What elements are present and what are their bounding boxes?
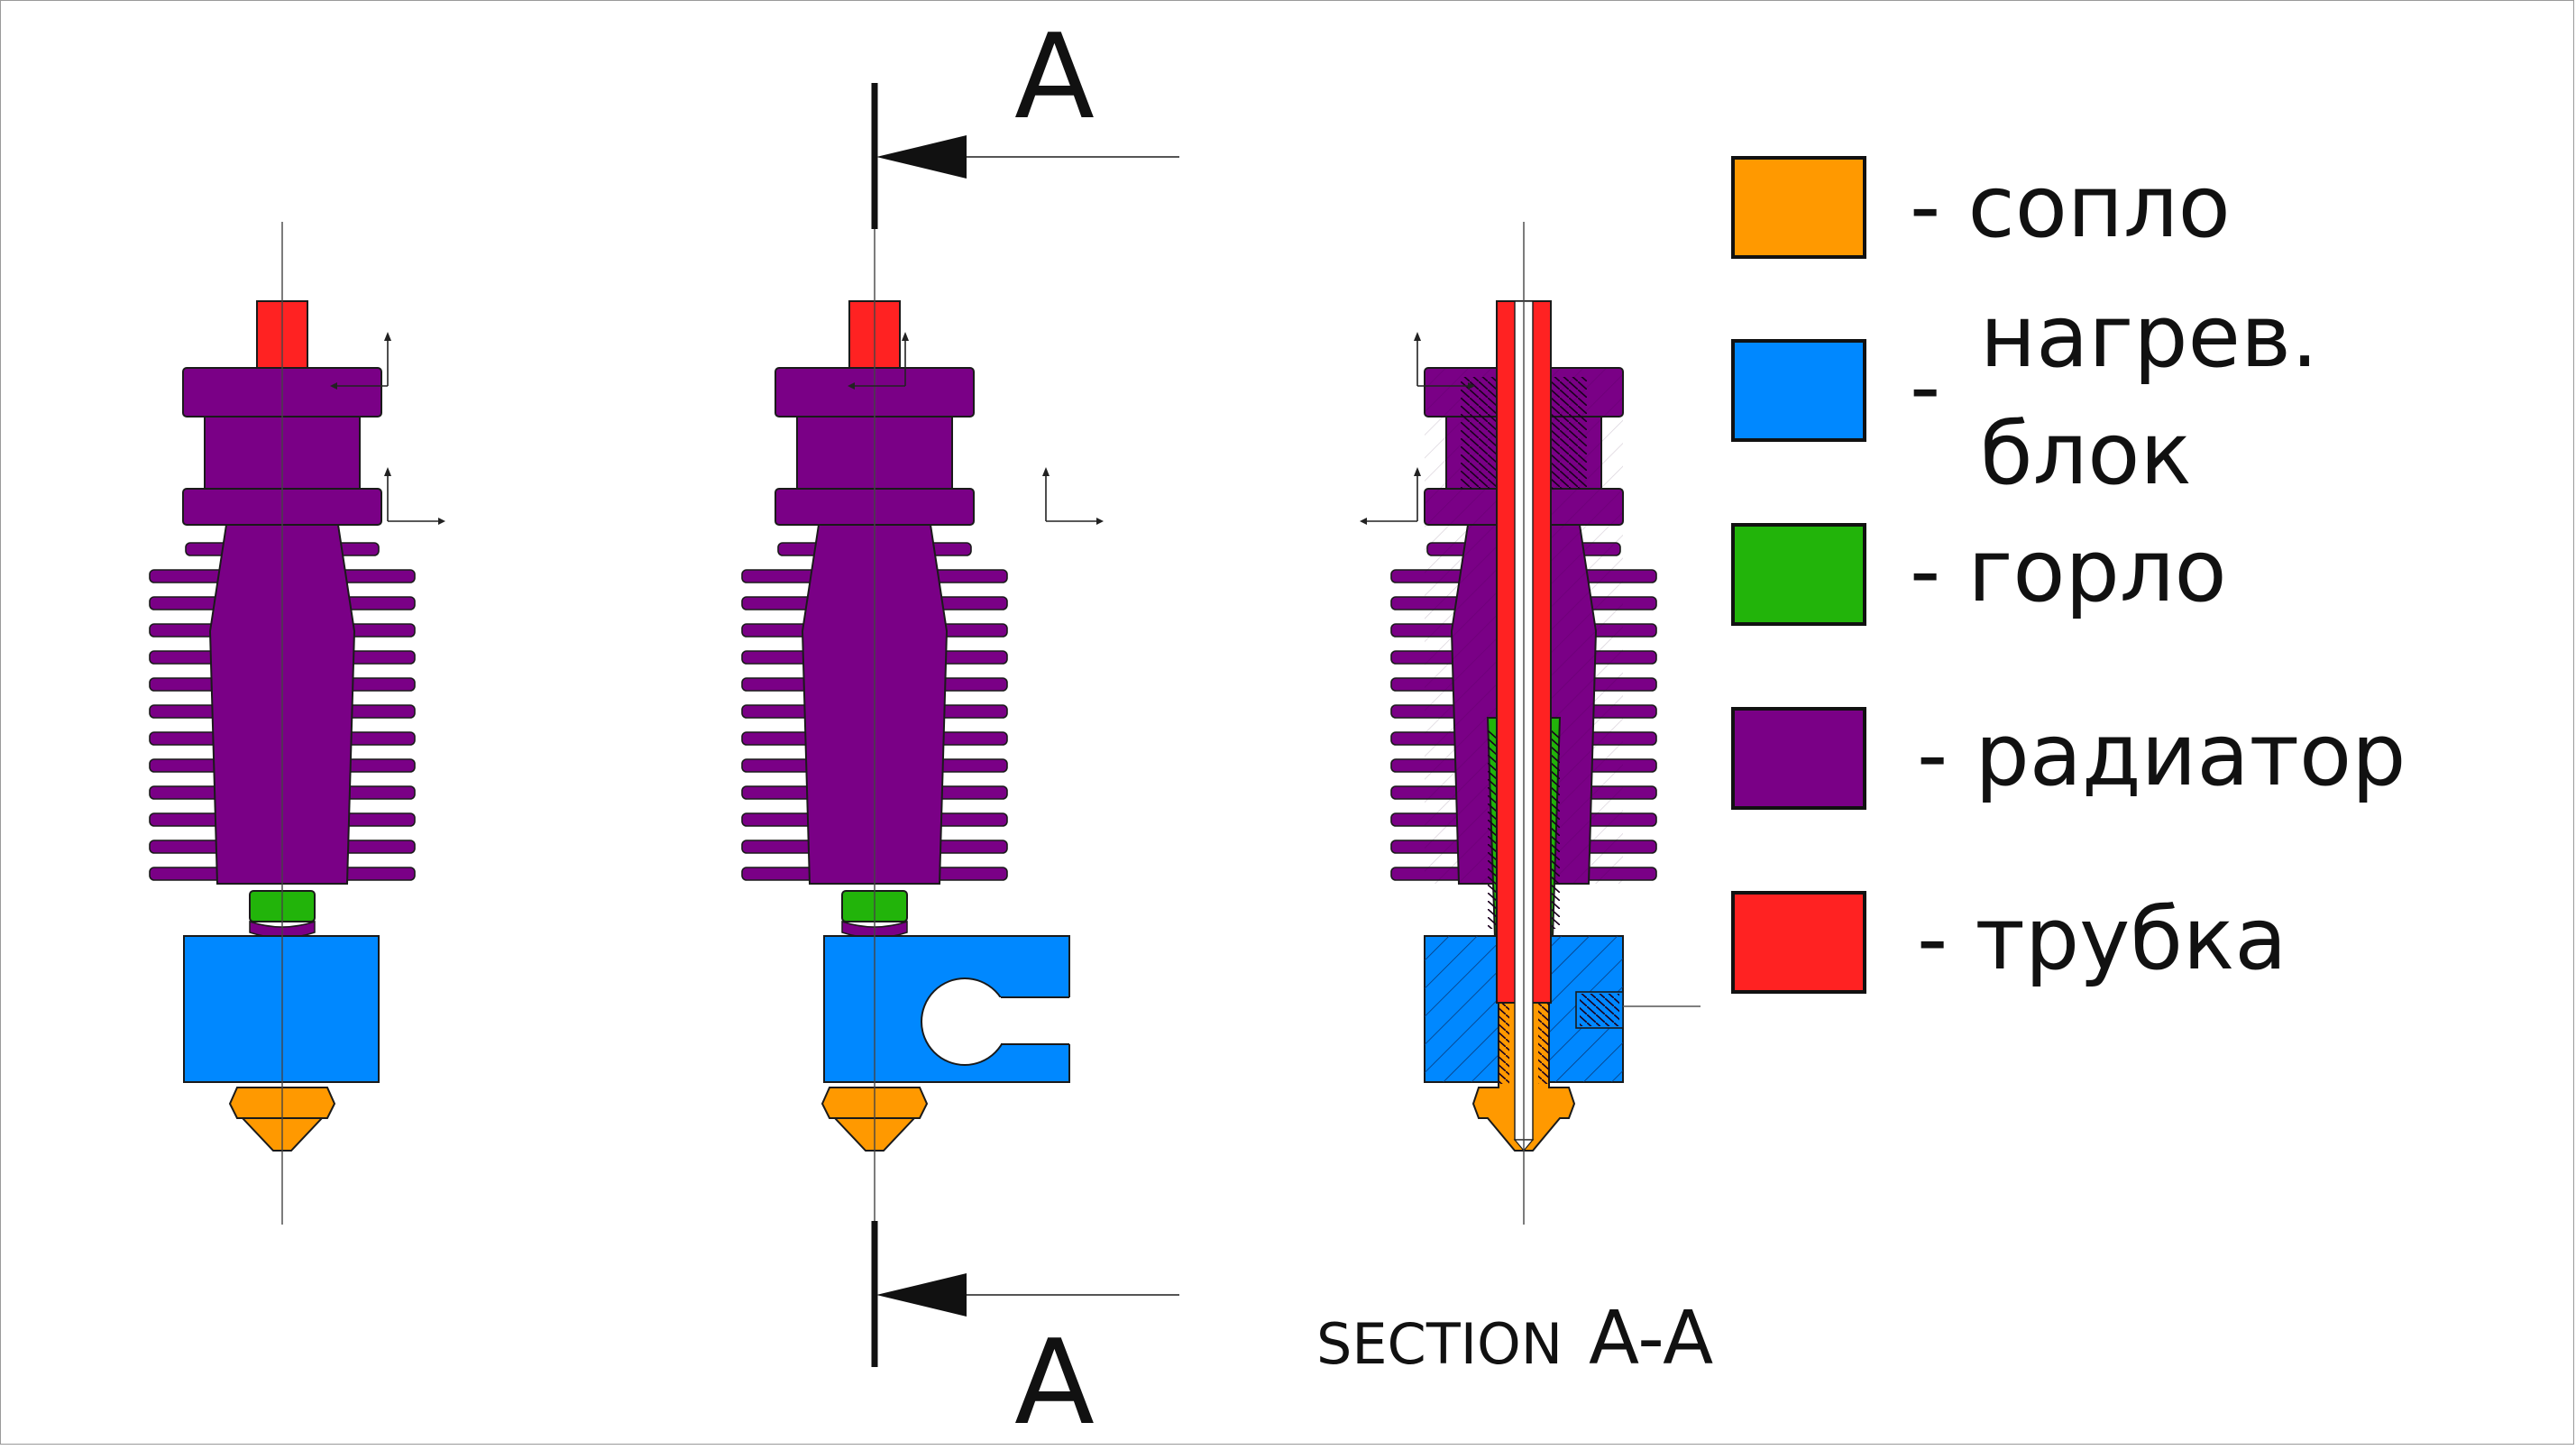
dimension-arrow [1042,467,1050,476]
legend-swatch-tube [1731,891,1866,994]
legend-swatch-nozzle [1731,156,1866,259]
section-caption: SECTION A-A [1316,1296,1713,1381]
legend-label-heat-block-line1: нагрев. [1980,288,2318,387]
dimension-arrow [1414,467,1421,476]
cut-arrow-top [876,135,967,179]
heat-block [183,935,380,1083]
dimension-arrow [438,518,445,525]
dimension-arrow [902,332,909,341]
dimension-mark [330,332,391,390]
dimension-mark [1360,467,1421,525]
dimension-arrow [1360,518,1367,525]
dimension-arrow [848,382,855,390]
legend-label-heatsink: - радиатор [1917,706,2406,805]
legend: - сопло - нагрев. блок - горло - радиато… [1731,156,2406,994]
section-cut-line: A A [871,8,1179,1450]
section-letter-bottom: A [1014,1314,1095,1446]
section-caption-prefix: SECTION [1316,1311,1563,1377]
legend-swatch-throat [1731,523,1866,626]
dimension-arrow [1096,518,1104,525]
legend-dash-heat-block: - [1910,338,1940,437]
legend-swatch-heat-block [1731,339,1866,442]
dimension-arrow [1468,382,1475,390]
set-screw-thread [1580,994,1619,1026]
nozzle-thread-right [1538,1003,1549,1084]
dimension-arrow [1414,332,1421,341]
legend-label-tube: - трубка [1917,890,2287,989]
legend-swatch-heatsink [1731,707,1866,810]
dimension-mark [848,332,909,390]
dimension-arrow [384,332,391,341]
dimension-mark [1042,467,1104,525]
hotend-front-view [149,222,445,1225]
dimension-arrow [384,467,391,476]
hotend-section-view [1360,222,1701,1225]
clamp-slot [978,997,1070,1044]
legend-label-heat-block-line2: блок [1980,405,2192,504]
hotend-side-view [741,222,1104,1225]
heat-block-part [823,935,1070,1083]
dimension-mark [384,467,445,525]
section-letter-top: A [1014,8,1095,145]
heat-block-section [1424,935,1701,1083]
cut-arrow-bottom [876,1273,967,1317]
section-caption-name: A-A [1589,1296,1713,1381]
dimension-mark [1414,332,1475,390]
legend-label-throat: - горло [1910,522,2227,621]
dimension-arrow [330,382,337,390]
nozzle-thread-left [1499,1003,1509,1084]
legend-label-nozzle: - сопло [1910,158,2231,257]
